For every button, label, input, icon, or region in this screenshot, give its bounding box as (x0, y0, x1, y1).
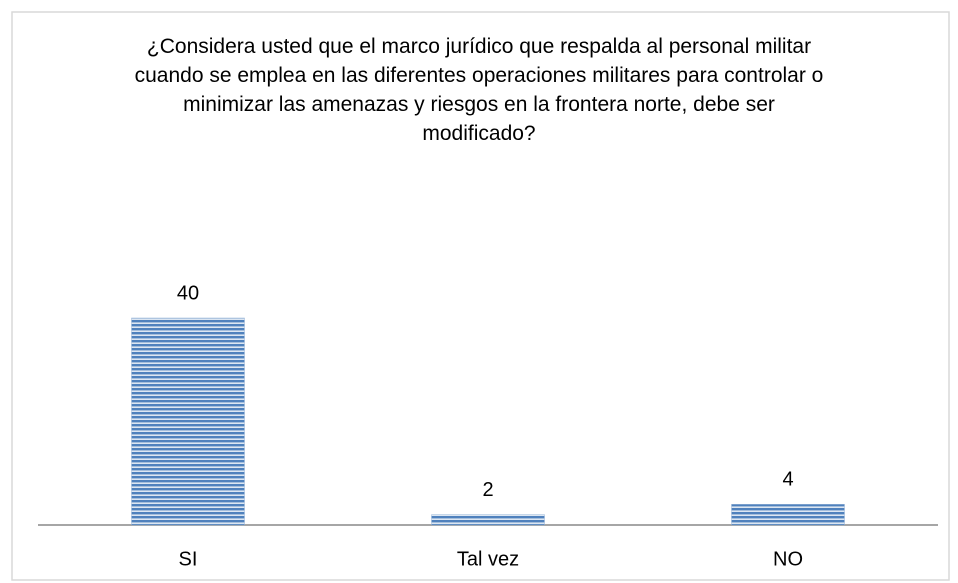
bar (731, 504, 845, 526)
x-tick-label: Tal vez (457, 548, 519, 570)
x-tick-label: NO (773, 548, 803, 570)
chart-title: ¿Considera usted que el marco jurídico q… (134, 35, 824, 145)
x-tick-label: SI (179, 548, 198, 570)
data-label: 40 (177, 282, 199, 304)
data-label: 4 (782, 469, 793, 491)
bar (131, 317, 245, 526)
bar (431, 514, 545, 526)
data-label: 2 (482, 479, 493, 501)
